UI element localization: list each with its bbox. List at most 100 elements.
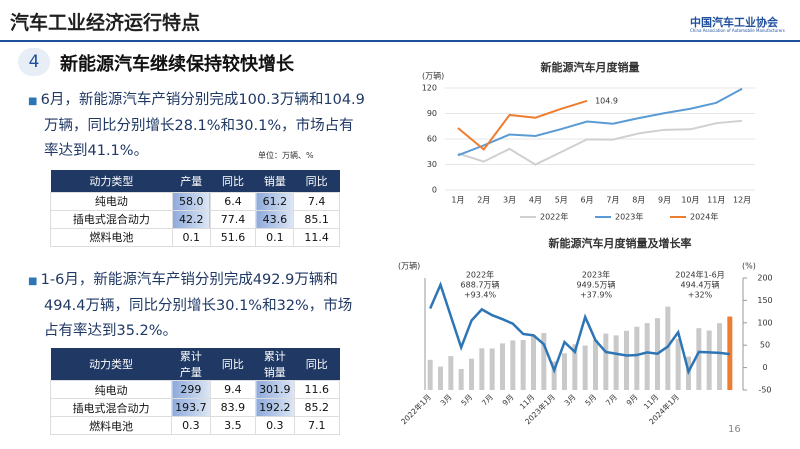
logo-en: China Association of Automobile Manufact… (690, 28, 785, 33)
cell: 0.3 (171, 416, 211, 435)
line (429, 281, 730, 376)
header-cell: 同比 (294, 348, 340, 381)
y2-tick-label: -50 (758, 386, 771, 395)
bar (696, 328, 702, 390)
x-tick-label: 2月 (477, 196, 490, 205)
cell: 纯电动 (50, 191, 173, 211)
cell: 85.2 (293, 398, 341, 417)
section-number: 4 (18, 48, 50, 76)
x-tick-label: 12月 (733, 196, 751, 205)
bar (531, 334, 536, 390)
header-cell: 同比 (293, 170, 340, 192)
cell: 192.2 (255, 398, 295, 417)
line (457, 119, 743, 166)
y-axis-label: (万辆) (422, 71, 444, 81)
x-tick-label: 11月 (707, 196, 725, 205)
bar (675, 338, 681, 390)
header-row: 动力类型 累计产量 同比 累计销量 同比 (50, 348, 340, 381)
x-tick-label: 11月 (642, 392, 660, 410)
logo: 中国汽车工业协会 (690, 16, 778, 29)
cell: 299 (171, 380, 211, 399)
cell: 85.1 (293, 209, 340, 229)
x-tick-label: 8月 (632, 196, 645, 205)
bar (541, 333, 547, 390)
header-cell: 同比 (210, 170, 256, 192)
cell: 58.0 (171, 191, 211, 211)
cell: 51.6 (209, 227, 257, 247)
cell: 7.1 (293, 416, 341, 435)
bar (500, 343, 505, 390)
header-cell: 产量 (172, 170, 211, 192)
y2-tick-label: 100 (757, 318, 772, 327)
annotation: +93.4% (464, 291, 497, 300)
header-cell: 累计销量 (255, 348, 295, 381)
bar (624, 330, 629, 390)
annotation: 2023年 (582, 270, 610, 280)
row: 纯电动 299 9.4 301.9 11.6 (49, 380, 341, 399)
table: 动力类型 累计产量 同比 累计销量 同比 纯电动 299 9.4 301.9 11.6 插电式混合动… (49, 348, 341, 435)
y-tick-label: 0 (432, 186, 437, 195)
unit: 单位：万辆、% (258, 151, 314, 160)
bar (479, 348, 485, 390)
x-tick-label: 4月 (529, 196, 542, 205)
y2-tick-label: 200 (757, 274, 772, 283)
header-cell: 销量 (255, 170, 294, 192)
header-cell: 累计产量 (171, 348, 211, 381)
annotation: +32% (688, 291, 713, 300)
bar (520, 340, 526, 390)
table: 动力类型 产量 同比 销量 同比 纯电动 58.0 6.4 61.2 7.4 插电式混合动力 42.2… (50, 170, 340, 247)
x-tick-label: 3月 (503, 196, 516, 205)
x-tick-label: 1月 (451, 196, 464, 205)
cell: 61.2 (255, 191, 295, 211)
x-tick-label: 7月 (480, 392, 495, 407)
page-title: 汽车工业经济运行特点 (10, 12, 201, 34)
cell: 11.4 (293, 227, 340, 247)
x-tick-label: 9月 (625, 392, 640, 407)
bar (572, 344, 578, 390)
row: 纯电动 58.0 6.4 61.2 7.4 (50, 191, 340, 211)
line (457, 87, 743, 157)
cell: 燃料电池 (49, 416, 173, 435)
annotation: 494.4万辆 (681, 280, 720, 290)
annotation: 104.9 (595, 96, 618, 105)
bar (510, 340, 516, 390)
x-tick-label: 2022年1月 (398, 392, 433, 427)
cell: 0.3 (255, 416, 295, 435)
bar (665, 306, 671, 390)
x-tick-label: 5月 (555, 196, 568, 205)
cell: 43.6 (255, 209, 295, 229)
x-tick-label: 5月 (459, 392, 474, 407)
x-tick-label: 7月 (604, 392, 619, 407)
row: 燃料电池 0.1 51.6 0.1 11.4 (50, 227, 340, 247)
y-tick-label: 90 (427, 109, 437, 118)
bar (706, 330, 712, 390)
annotation: +37.9% (580, 291, 613, 300)
bar (551, 361, 557, 390)
x-tick-label: 7月 (606, 196, 619, 205)
y2-tick-label: 50 (760, 341, 770, 350)
x-tick-label: 10月 (681, 196, 699, 205)
y2-tick-label: 150 (757, 296, 772, 305)
x-tick-label: 3月 (563, 392, 578, 407)
legend-label: 2023年 (615, 212, 643, 222)
bar (593, 339, 598, 390)
y2-tick-label: 0 (762, 363, 767, 372)
chart-title: 新能源汽车月度销量 (541, 60, 640, 74)
x-tick-label: 5月 (583, 392, 598, 407)
y-tick-label: 120 (422, 84, 437, 93)
cell: 301.9 (255, 380, 295, 399)
annotation: 688.7万辆 (461, 280, 500, 290)
cell: 燃料电池 (50, 227, 173, 247)
x-tick-label: 11月 (518, 392, 536, 410)
bar (613, 335, 619, 390)
row: 燃料电池 0.3 3.5 0.3 7.1 (49, 416, 341, 435)
row: 插电式混合动力 42.2 77.4 43.6 85.1 (50, 209, 340, 229)
bullet: 6月，新能源汽车产销分别完成100.3万辆和104.9万辆，同比分别增长28.1… (28, 88, 366, 164)
bar (427, 359, 433, 390)
bullet: 1-6月，新能源汽车产销分别完成492.9万辆和494.4万辆，同比分别增长30… (28, 268, 366, 344)
header-row: 动力类型 产量 同比 销量 同比 (50, 170, 340, 192)
cell: 插电式混合动力 (49, 398, 173, 417)
bar (582, 345, 588, 390)
x-tick-label: 9月 (658, 196, 671, 205)
